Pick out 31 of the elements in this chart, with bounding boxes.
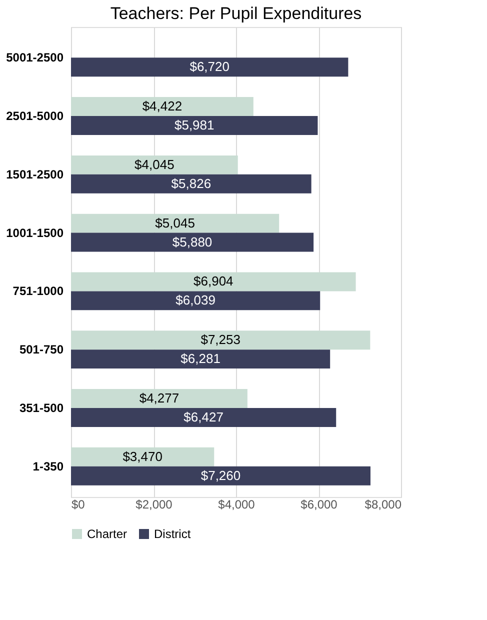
legend-label: District xyxy=(154,527,192,541)
x-tick-label: $0 xyxy=(72,498,86,512)
y-tick-label: 5001-2500 xyxy=(6,50,64,65)
chart-title: Teachers: Per Pupil Expenditures xyxy=(110,4,362,23)
data-label: $6,427 xyxy=(184,409,224,424)
x-tick-label: $8,000 xyxy=(364,498,402,512)
data-label: $5,045 xyxy=(155,215,195,230)
y-tick-label: 1001-1500 xyxy=(6,226,64,240)
data-label: $5,981 xyxy=(174,118,214,133)
legend-label: Charter xyxy=(87,527,128,541)
data-label: $7,253 xyxy=(200,332,240,348)
data-label: $5,880 xyxy=(172,234,212,250)
data-label: $6,904 xyxy=(194,274,234,289)
data-label: $4,045 xyxy=(134,156,174,172)
data-label: $6,720 xyxy=(190,59,230,74)
data-label: $6,281 xyxy=(180,351,220,366)
data-label: $3,470 xyxy=(122,448,162,464)
x-tick-label: $6,000 xyxy=(300,498,338,512)
y-tick-label: 751-1000 xyxy=(12,284,64,298)
data-label: $7,260 xyxy=(200,468,241,483)
data-label: $4,422 xyxy=(142,98,182,114)
x-tick-label: $2,000 xyxy=(136,498,173,512)
data-label: $4,277 xyxy=(139,390,180,406)
x-tick-label: $4,000 xyxy=(218,498,256,512)
data-label: $6,039 xyxy=(176,292,216,308)
y-tick-label: 2501-5000 xyxy=(6,109,64,124)
y-tick-label: 1501-2500 xyxy=(6,167,64,182)
data-label: $5,826 xyxy=(171,176,212,191)
y-tick-label: 1-350 xyxy=(32,459,64,474)
y-tick-label: 501-750 xyxy=(19,342,64,357)
y-tick-label: 351-500 xyxy=(19,400,64,415)
